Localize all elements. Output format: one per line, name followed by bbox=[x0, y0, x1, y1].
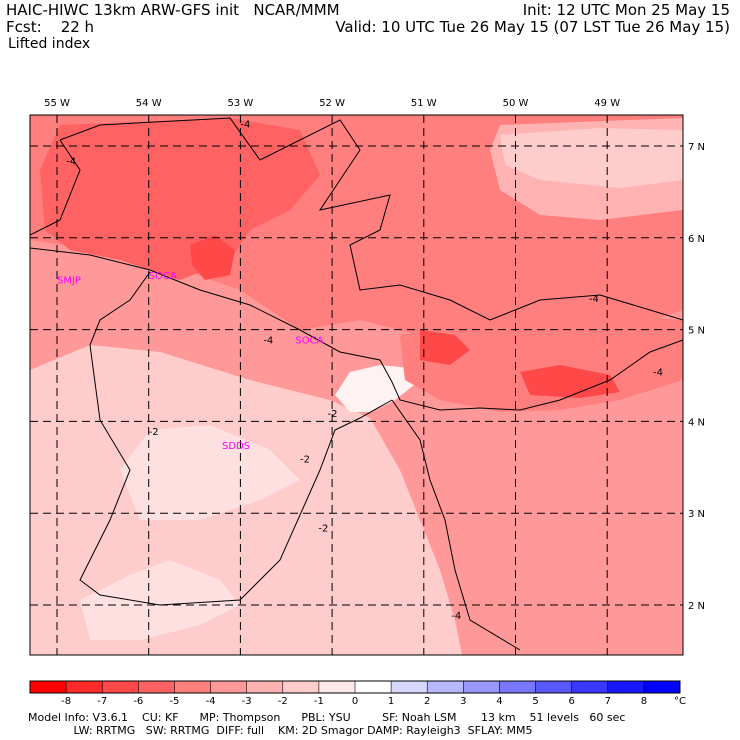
colorbar-label: 2 bbox=[424, 696, 430, 707]
model-info-line1: Model Info: V3.6.1 CU: KF MP: Thompson P… bbox=[28, 711, 626, 724]
colorbar-swatch bbox=[138, 681, 175, 693]
colorbar: -8 -7 -6 -5 -4 -3 -2 -1 0 1 2 3 4 5 6 7 8 °C bbox=[29, 680, 686, 707]
contour-label: -4 bbox=[653, 368, 663, 379]
colorbar-swatch bbox=[427, 681, 464, 693]
map-frame bbox=[29, 114, 684, 656]
lat-labels: 7 N 6 N 5 N 4 N 3 N 2 N bbox=[688, 142, 705, 612]
contour-label: -2 bbox=[149, 427, 159, 438]
contour-label: -4 bbox=[240, 120, 250, 131]
colorbar-swatch bbox=[30, 681, 67, 693]
lon-label: 49 W bbox=[594, 98, 620, 109]
colorbar-unit: °C bbox=[674, 696, 686, 707]
colorbar-label: -1 bbox=[314, 696, 324, 707]
colorbar-swatch bbox=[174, 681, 212, 693]
lon-label: 55 W bbox=[44, 98, 70, 109]
lat-label: 2 N bbox=[688, 601, 705, 612]
lat-label: 3 N bbox=[688, 509, 705, 520]
contour-label: -2 bbox=[318, 524, 328, 535]
init-time: Init: 12 UTC Mon 25 May 15 bbox=[522, 1, 730, 19]
contour-label: -4 bbox=[263, 335, 273, 346]
colorbar-label: 8 bbox=[641, 696, 647, 707]
lat-label: 5 N bbox=[688, 326, 705, 337]
header-left: HAIC-HIWC 13km ARW-GFS init NCAR/MMM Fcs… bbox=[6, 2, 340, 36]
border-west bbox=[79, 271, 393, 606]
colorbar-label: 3 bbox=[460, 696, 466, 707]
colorbar-swatch bbox=[355, 681, 392, 693]
colorbar-swatch bbox=[102, 681, 139, 693]
colorbar-swatch bbox=[391, 681, 428, 693]
station-label: SOCA bbox=[149, 271, 177, 282]
contour-label: -2 bbox=[328, 409, 338, 420]
colorbar-swatch bbox=[499, 681, 537, 693]
contour-west bbox=[30, 139, 81, 236]
lon-labels: 55 W 54 W 53 W 52 W 51 W 50 W 49 W bbox=[44, 98, 620, 109]
lat-label: 7 N bbox=[688, 142, 705, 153]
colorbar-label: -5 bbox=[169, 696, 179, 707]
colorbar-label: 4 bbox=[496, 696, 502, 707]
colorbar-label: 6 bbox=[568, 696, 574, 707]
field-region-darkest bbox=[190, 235, 235, 280]
colorbar-swatch bbox=[463, 681, 500, 693]
field-region-lightest bbox=[80, 560, 240, 640]
colorbar-swatch bbox=[643, 681, 681, 693]
lat-label: 6 N bbox=[688, 234, 705, 245]
lon-label: 53 W bbox=[228, 98, 254, 109]
forecast-hour: 22 h bbox=[60, 18, 95, 36]
field-region-lightest bbox=[120, 425, 300, 520]
colorbar-swatch bbox=[282, 681, 320, 693]
field-region-darkest bbox=[420, 330, 470, 365]
station-labels: SMJP SOCA SOCA SDDS bbox=[57, 271, 324, 452]
field-region-dark bbox=[40, 118, 320, 280]
contour-label: -2 bbox=[300, 455, 310, 466]
model-info-line2: LW: RRTMG SW: RRTMG DIFF: full KM: 2D Sm… bbox=[73, 724, 533, 737]
contour-labels: -4 -4 -4 -2 -2 -2 -2 -4 -4 -4 bbox=[66, 120, 663, 622]
colorbar-label: -7 bbox=[97, 696, 107, 707]
colorbar-label: 7 bbox=[605, 696, 611, 707]
colorbar-label: 0 bbox=[352, 696, 358, 707]
colorbar-label: -3 bbox=[242, 696, 252, 707]
contour-label: -4 bbox=[451, 611, 461, 622]
lon-label: 52 W bbox=[319, 98, 345, 109]
colorbar-swatch bbox=[66, 681, 103, 693]
colorbar-swatch bbox=[246, 681, 284, 693]
station-label: SDDS bbox=[222, 441, 250, 452]
colorbar-swatch bbox=[318, 681, 356, 693]
contour-label: -4 bbox=[589, 294, 599, 305]
field-name: Lifted index bbox=[8, 36, 91, 52]
valid-time: Valid: 10 UTC Tue 26 May 15 (07 LST Tue … bbox=[335, 18, 730, 36]
border-east bbox=[391, 399, 521, 651]
lat-label: 4 N bbox=[688, 417, 705, 428]
lon-label: 54 W bbox=[136, 98, 162, 109]
contour-label: -4 bbox=[66, 156, 76, 167]
shaded-field bbox=[30, 115, 683, 655]
title: HAIC-HIWC 13km ARW-GFS init NCAR/MMM bbox=[6, 1, 340, 19]
colorbar-label: -6 bbox=[133, 696, 143, 707]
station-label: SOCA bbox=[295, 335, 323, 346]
footer: Model Info: V3.6.1 CU: KF MP: Thompson P… bbox=[28, 711, 625, 737]
colorbar-swatch bbox=[535, 681, 573, 693]
colorbar-label: -8 bbox=[61, 696, 71, 707]
station-label: SMJP bbox=[57, 276, 81, 287]
colorbar-label: -4 bbox=[206, 696, 216, 707]
contour-north bbox=[59, 117, 683, 321]
colorbar-swatch bbox=[210, 681, 248, 693]
coastline bbox=[30, 247, 683, 411]
field-region-light bbox=[500, 128, 683, 188]
colorbar-swatch bbox=[571, 681, 609, 693]
graticule bbox=[30, 115, 683, 655]
lon-label: 51 W bbox=[411, 98, 437, 109]
colorbar-label: 5 bbox=[532, 696, 538, 707]
header-right: Init: 12 UTC Mon 25 May 15 Valid: 10 UTC… bbox=[335, 2, 730, 36]
colorbar-swatch bbox=[607, 681, 645, 693]
field-region-white bbox=[335, 365, 418, 412]
coastlines-borders bbox=[30, 117, 683, 651]
colorbar-label: 1 bbox=[388, 696, 394, 707]
forecast-label: Fcst: bbox=[6, 18, 42, 36]
lon-label: 50 W bbox=[503, 98, 529, 109]
field-region-darkest bbox=[520, 365, 620, 398]
colorbar-label: -2 bbox=[278, 696, 288, 707]
